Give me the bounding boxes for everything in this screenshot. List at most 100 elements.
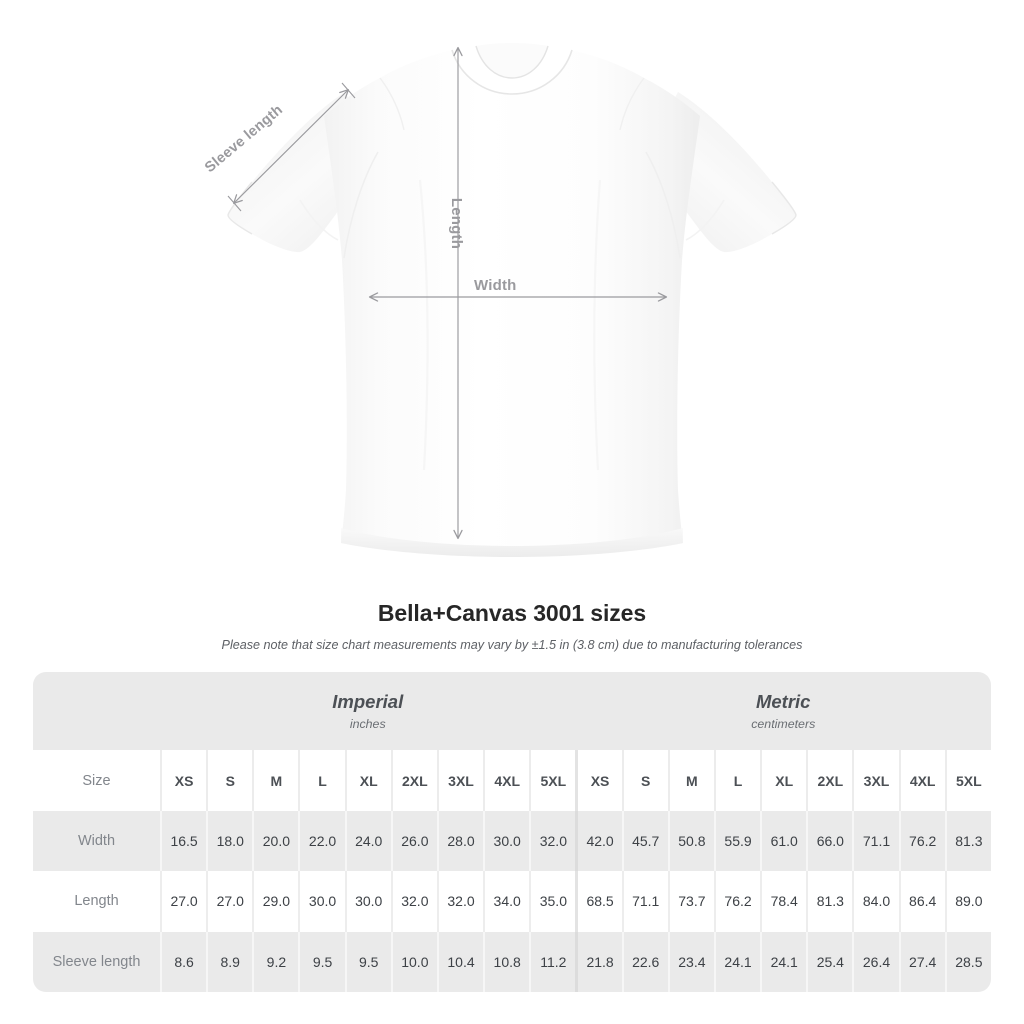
measurement-cell: 71.1 <box>621 871 668 932</box>
measurement-cell: 10.0 <box>390 931 437 992</box>
measurement-cell: 22.6 <box>621 931 668 992</box>
measurement-cell: 25.4 <box>806 931 853 992</box>
chart-title-block: Bella+Canvas 3001 sizes Please note that… <box>0 598 1024 653</box>
width-label: Width <box>474 277 517 294</box>
size-header-cell: M <box>252 750 299 811</box>
size-header-row: Size XS S M L XL 2XL 3XL 4XL 5XL XS S M L XL 2XL 3XL 4XL… <box>33 750 991 811</box>
size-header-cell: L <box>713 750 761 811</box>
measurement-cell: 22.0 <box>298 811 345 872</box>
table-row: Sleeve length 8.6 8.9 9.2 9.5 9.5 10.0 10.4 10.8… <box>33 931 991 992</box>
size-header-cell: 4XL <box>483 750 530 811</box>
size-header-cell: L <box>298 750 345 811</box>
measurement-cell: 11.2 <box>529 931 576 992</box>
measurement-cell: 71.1 <box>852 811 899 872</box>
measurement-cell: 29.0 <box>252 871 299 932</box>
measurement-cell: 45.7 <box>621 811 668 872</box>
measurement-cell: 27.4 <box>898 931 945 992</box>
measurement-cell: 24.1 <box>760 931 807 992</box>
measurement-cell: 20.0 <box>252 811 299 872</box>
measurement-cell: 24.1 <box>713 931 761 992</box>
measurement-cell: 35.0 <box>529 871 576 932</box>
size-header-cell: XL <box>344 750 391 811</box>
unit-group-metric: Metric centimeters <box>575 672 991 750</box>
measurement-cell: 9.2 <box>252 931 299 992</box>
measurement-cell: 32.0 <box>529 811 576 872</box>
measurements-table: Imperial inches Metric centimeters Size … <box>33 672 991 992</box>
tshirt-illustration <box>227 43 797 557</box>
sleeve-length-arrow <box>233 89 349 204</box>
measurement-cell: 10.8 <box>483 931 530 992</box>
measurement-cell: 10.4 <box>436 931 484 992</box>
unit-metric-name: Metric <box>755 690 811 712</box>
measurement-cell: 61.0 <box>760 811 807 872</box>
measurement-cell: 78.4 <box>760 871 807 932</box>
measurement-cell: 32.0 <box>390 871 437 932</box>
measurement-cell: 26.4 <box>852 931 899 992</box>
measurement-cell: 50.8 <box>667 811 714 872</box>
measurement-row-label: Width <box>33 811 160 872</box>
measurement-cell: 76.2 <box>898 811 945 872</box>
table-row: Width 16.5 18.0 20.0 22.0 24.0 26.0 28.0 30.0 32.… <box>33 811 991 872</box>
measurement-cell: 89.0 <box>944 871 991 932</box>
measurement-cell: 55.9 <box>713 811 761 872</box>
unit-metric-sub: centimeters <box>751 716 816 731</box>
size-header-label: Size <box>33 750 160 811</box>
size-header-cell: XS <box>575 750 622 811</box>
size-header-cell: M <box>667 750 714 811</box>
size-header-cell: 2XL <box>390 750 437 811</box>
measurement-row-label: Sleeve length <box>33 931 160 992</box>
measurement-cell: 42.0 <box>575 811 622 872</box>
measurement-cell: 27.0 <box>206 871 253 932</box>
size-header-cell: XS <box>160 750 207 811</box>
table-head: Imperial inches Metric centimeters Size … <box>33 672 991 811</box>
measurement-cell: 16.5 <box>160 811 207 872</box>
measurement-cell: 9.5 <box>344 931 391 992</box>
length-label: Length <box>448 197 466 250</box>
measurement-cell: 66.0 <box>806 811 853 872</box>
measurement-cell: 30.0 <box>298 871 345 932</box>
measurement-cell: 26.0 <box>390 811 437 872</box>
measurement-cell: 24.0 <box>344 811 391 872</box>
unit-imperial-name: Imperial <box>332 690 404 712</box>
size-header-cell: 5XL <box>944 750 991 811</box>
measurement-cell: 76.2 <box>713 871 761 932</box>
size-header-cell: XL <box>760 750 807 811</box>
measurement-cell: 73.7 <box>667 871 714 932</box>
measurement-cell: 8.9 <box>206 931 253 992</box>
measurement-cell: 30.0 <box>344 871 391 932</box>
measurement-cell: 34.0 <box>483 871 530 932</box>
tolerance-note: Please note that size chart measurements… <box>221 638 803 652</box>
tshirt-measurement-diagram: Sleeve length Length Width <box>202 43 797 557</box>
size-chart-table: Imperial inches Metric centimeters Size … <box>33 672 991 992</box>
measurement-cell: 23.4 <box>667 931 714 992</box>
measurement-cell: 18.0 <box>206 811 253 872</box>
unit-group-imperial: Imperial inches <box>160 672 576 750</box>
size-header-cell: 3XL <box>436 750 484 811</box>
table-row: Length 27.0 27.0 29.0 30.0 30.0 32.0 32.0 34.0 35… <box>33 871 991 932</box>
measurement-cell: 81.3 <box>806 871 853 932</box>
measurement-cell: 86.4 <box>898 871 945 932</box>
table-body: Width 16.5 18.0 20.0 22.0 24.0 26.0 28.0 30.0 32.… <box>33 811 991 992</box>
unit-banner-row: Imperial inches Metric centimeters <box>33 672 991 750</box>
measurement-row-label: Length <box>33 871 160 932</box>
measurement-cell: 28.5 <box>944 931 991 992</box>
size-header-cell: S <box>621 750 668 811</box>
size-header-cell: 5XL <box>529 750 576 811</box>
measurement-cell: 32.0 <box>436 871 484 932</box>
measurement-cell: 21.8 <box>575 931 622 992</box>
measurement-cell: 28.0 <box>436 811 484 872</box>
unit-banner-spacer <box>33 672 160 750</box>
measurement-cell: 81.3 <box>944 811 991 872</box>
measurement-cell: 68.5 <box>575 871 622 932</box>
size-header-cell: S <box>206 750 253 811</box>
measurement-cell: 84.0 <box>852 871 899 932</box>
size-header-cell: 4XL <box>898 750 945 811</box>
page-title: Bella+Canvas 3001 sizes <box>377 600 647 626</box>
size-header-cell: 2XL <box>806 750 853 811</box>
measurement-cell: 9.5 <box>298 931 345 992</box>
measurement-arrows <box>227 46 668 540</box>
measurement-cell: 30.0 <box>483 811 530 872</box>
size-header-cell: 3XL <box>852 750 899 811</box>
tshirt-shape <box>227 43 797 557</box>
